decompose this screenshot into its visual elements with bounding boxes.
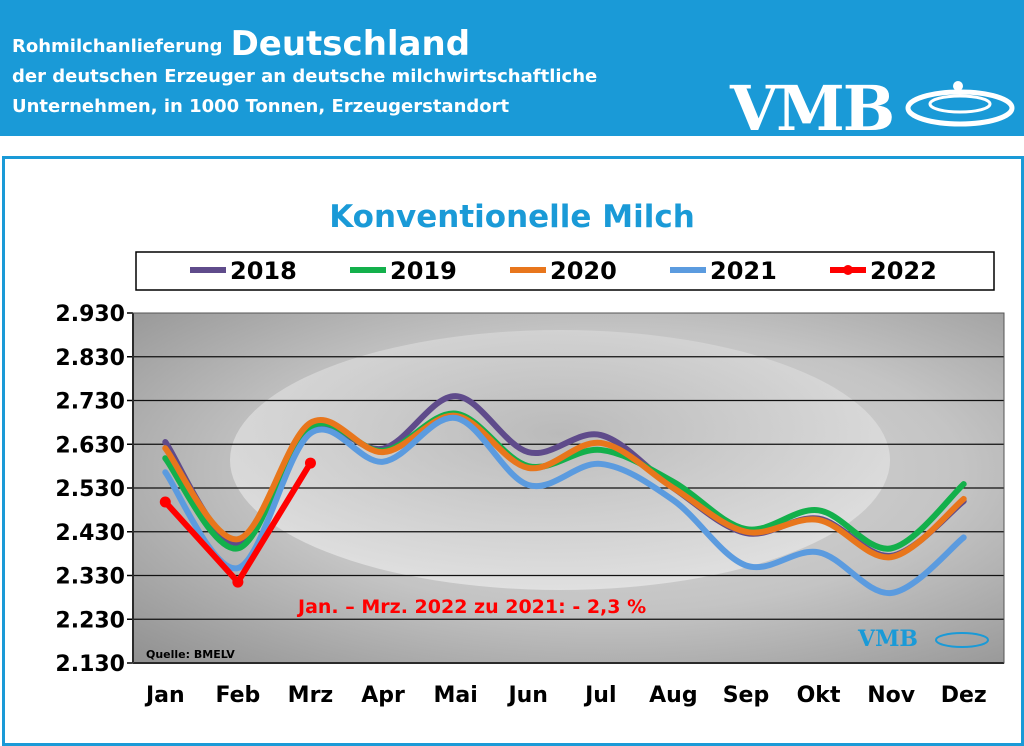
legend-label-2019: 2019: [390, 257, 457, 285]
data-point-2022: [232, 576, 244, 588]
header-title: Rohmilchanlieferung Deutschland: [12, 24, 470, 64]
y-tick-label: 2.430: [55, 521, 125, 546]
y-tick-label: 2.630: [55, 433, 125, 458]
legend-label-2021: 2021: [710, 257, 777, 285]
vmb-watermark: VMB: [857, 626, 918, 652]
x-tick-label: Mrz: [288, 683, 334, 708]
x-tick-label: Nov: [867, 683, 916, 708]
y-tick-label: 2.530: [55, 477, 125, 502]
x-tick-label: Apr: [361, 683, 405, 708]
legend-label-2020: 2020: [550, 257, 617, 285]
x-tick-label: Jan: [144, 683, 185, 708]
source-label: Quelle: BMELV: [146, 648, 235, 661]
x-tick-label: Mai: [433, 683, 477, 708]
data-point-2022: [159, 496, 171, 508]
data-point-2022: [304, 457, 316, 469]
legend-label-2018: 2018: [230, 257, 297, 285]
header-subtitle-2: Unternehmen, in 1000 Tonnen, Erzeugersta…: [12, 96, 510, 117]
x-tick-label: Feb: [215, 683, 260, 708]
watermark-splash-icon: [935, 632, 989, 648]
y-tick-label: 2.230: [55, 608, 125, 633]
y-tick-label: 2.830: [55, 346, 125, 371]
header-banner: Rohmilchanlieferung Deutschland der deuts…: [0, 0, 1024, 145]
legend-marker-2022: [843, 265, 853, 275]
series-line-2021: [162, 414, 967, 597]
plot-border: [132, 312, 1005, 664]
x-tick-label: Okt: [797, 683, 841, 708]
vmb-logo: VMB: [730, 72, 895, 145]
y-tick-label: 2.930: [55, 302, 125, 327]
header-title-big: Deutschland: [230, 24, 471, 64]
header-subtitle-1: der deutschen Erzeuger an deutsche milch…: [12, 66, 598, 87]
x-tick-label: Sep: [723, 683, 770, 708]
legend-label-2022: 2022: [870, 257, 937, 285]
series-line-2020: [162, 412, 967, 561]
y-tick-label: 2.330: [55, 565, 125, 590]
x-tick-label: Jun: [506, 683, 548, 708]
x-tick-label: Aug: [649, 683, 697, 708]
y-tick-label: 2.130: [55, 652, 125, 677]
x-tick-label: Dez: [941, 683, 987, 708]
y-tick-label: 2.730: [55, 390, 125, 415]
x-tick-label: Jul: [583, 683, 616, 708]
chart-title: Konventionelle Milch: [329, 199, 695, 235]
splash-logo-icon: [905, 81, 1015, 127]
annotation-text: Jan. – Mrz. 2022 zu 2021: - 2,3 %: [296, 596, 646, 618]
header-title-small: Rohmilchanlieferung: [12, 36, 223, 57]
